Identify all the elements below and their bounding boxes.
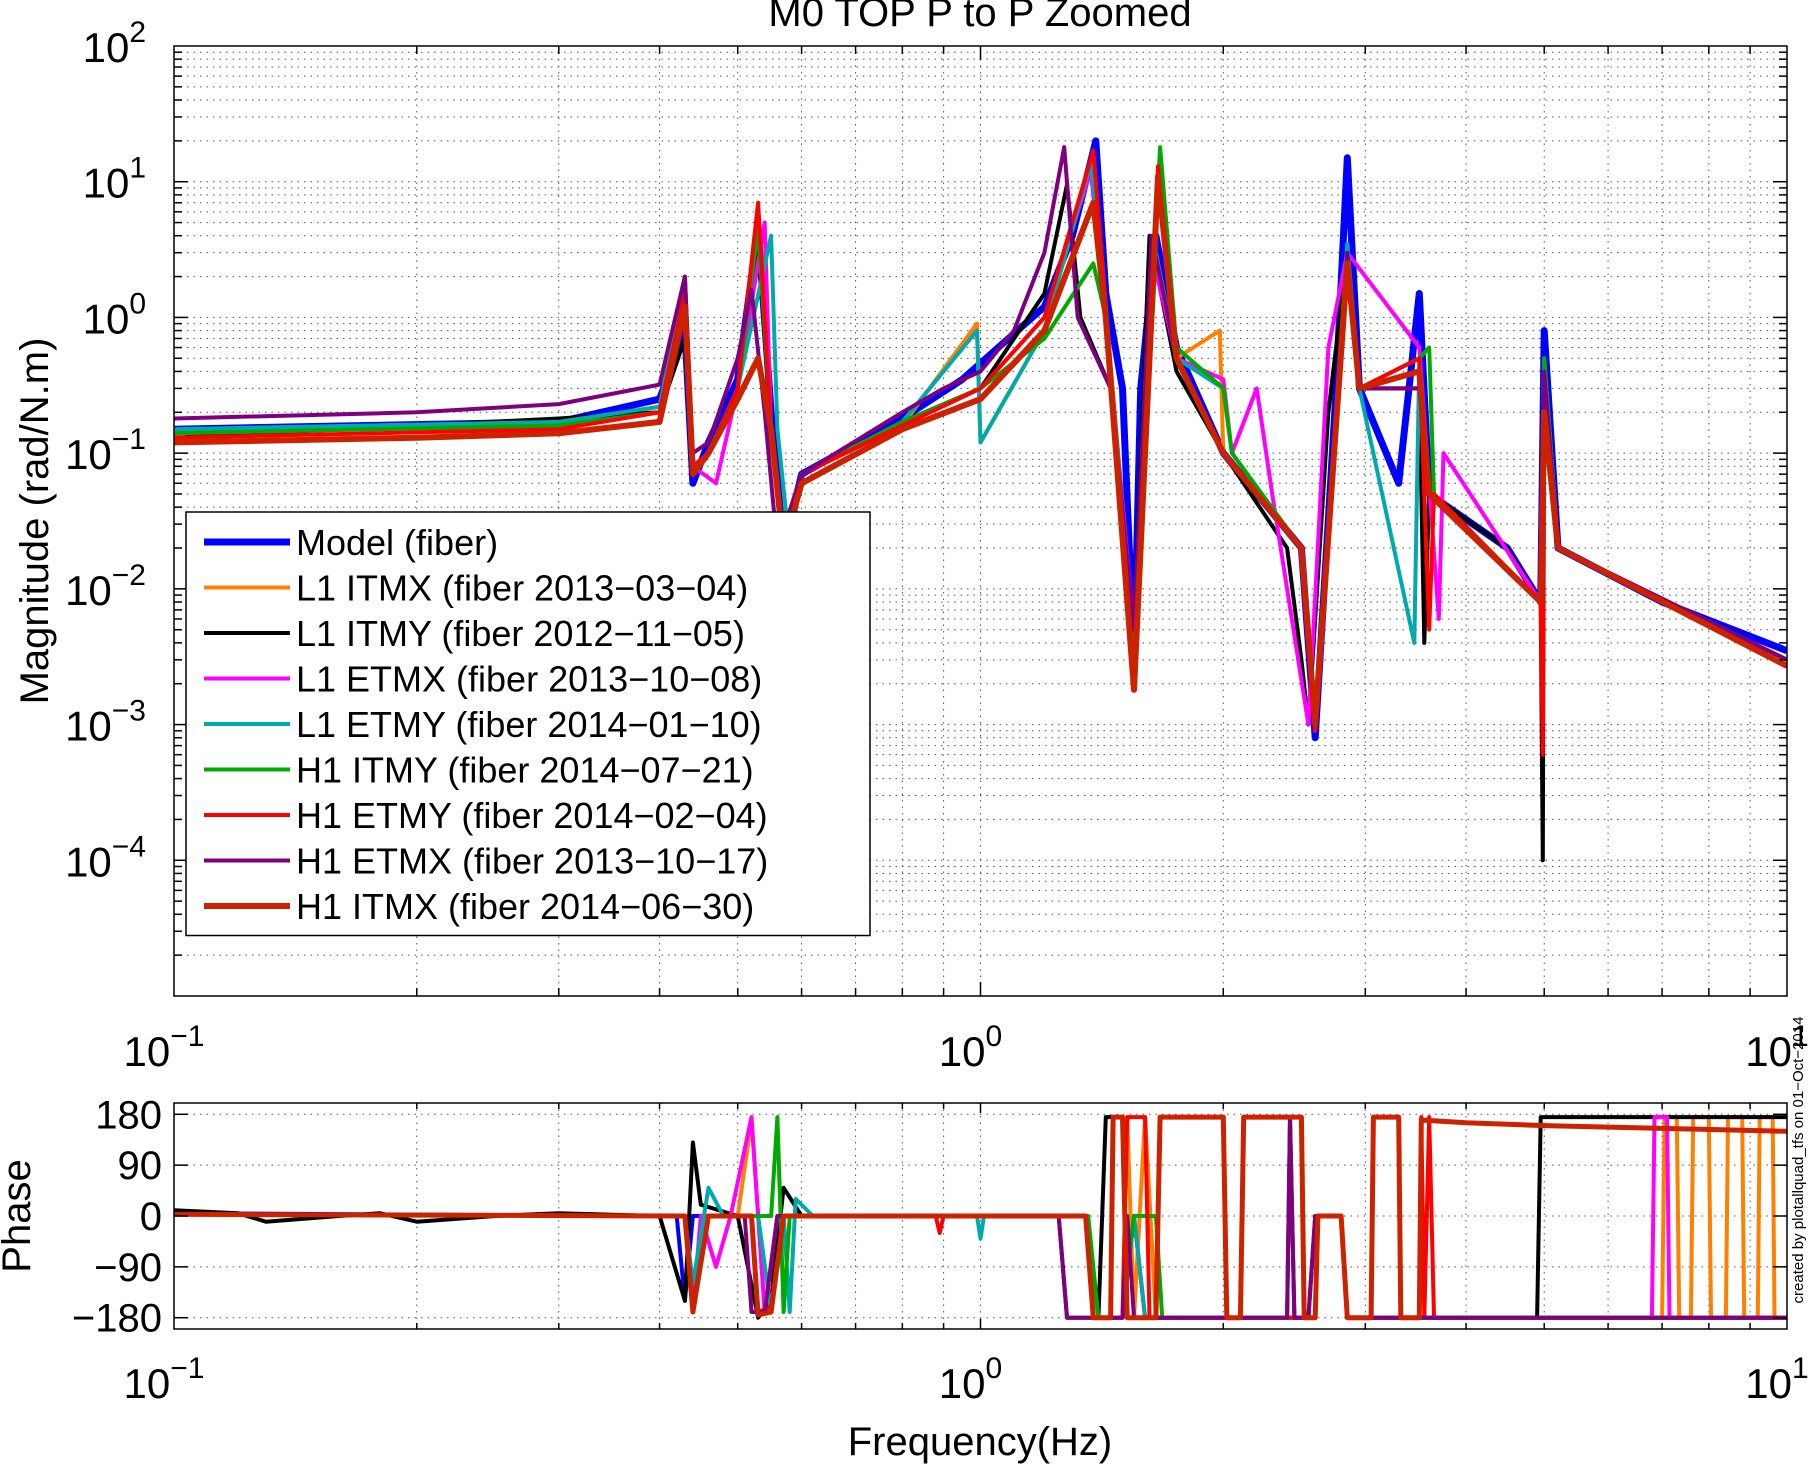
phase-y-tick-label: 90	[118, 1144, 163, 1188]
phase-y-axis-label: Phase	[0, 1159, 39, 1272]
magnitude-y-tick-label: 10−4	[65, 830, 146, 885]
magnitude-tick-marks	[174, 46, 1787, 996]
phase-y-tick-label: −180	[72, 1297, 162, 1341]
magnitude-y-axis-label: Magnitude (rad/N.m)	[13, 338, 57, 705]
magnitude-x-tick-label: 100	[939, 1020, 1002, 1075]
phase-y-tick-labels: 180 90 0 −90 −180	[72, 1093, 162, 1340]
phase-axes: 180 90 0 −90 −180 10−1 100 101 Phase Frequency…	[0, 1093, 1809, 1464]
magnitude-y-tick-label: 102	[83, 16, 146, 71]
phase-series-group	[174, 1114, 1787, 1321]
legend-label: H1 ITMY (fiber 2014−07−21)	[296, 750, 754, 791]
magnitude-series-line	[174, 145, 1787, 727]
legend-label: L1 ETMX (fiber 2013−10−08)	[296, 659, 762, 700]
legend-box	[185, 511, 871, 937]
magnitude-series-line	[174, 173, 1787, 728]
magnitude-y-tick-label: 101	[83, 152, 146, 207]
magnitude-axes: 10−4 10−3 10−2 10−1 100 101 102 10−1 100 101 M0 …	[13, 0, 1809, 1075]
phase-tick-marks	[174, 1103, 1787, 1329]
legend: Model (fiber)L1 ITMX (fiber 2013−03−04)L…	[185, 511, 871, 937]
legend-label: L1 ITMY (fiber 2012−11−05)	[296, 613, 745, 654]
phase-x-tick-label: 10−1	[124, 1352, 205, 1407]
phase-y-tick-label: 180	[95, 1093, 162, 1137]
magnitude-x-tick-label: 10−1	[124, 1020, 205, 1075]
legend-label: H1 ETMX (fiber 2013−10−17)	[296, 841, 768, 882]
phase-series-line	[174, 1114, 1787, 1321]
magnitude-y-tick-label: 100	[83, 287, 146, 342]
phase-x-tick-labels: 10−1 100 101	[124, 1352, 1809, 1407]
phase-y-tick-label: 0	[140, 1195, 162, 1239]
chart-title: M0 TOP P to P Zoomed	[768, 0, 1191, 35]
legend-label: L1 ITMX (fiber 2013−03−04)	[296, 568, 748, 609]
legend-label: L1 ETMY (fiber 2014−01−10)	[296, 704, 762, 745]
phase-x-tick-label: 101	[1745, 1352, 1808, 1407]
x-axis-label: Frequency(Hz)	[848, 1420, 1113, 1464]
magnitude-x-tick-label: 101	[1745, 1020, 1808, 1075]
phase-x-tick-label: 100	[939, 1352, 1002, 1407]
legend-label: Model (fiber)	[296, 522, 498, 563]
creation-watermark: created by plotallquad_tfs on 01−Oct−201…	[1790, 1017, 1807, 1304]
magnitude-x-tick-labels: 10−1 100 101	[124, 1020, 1809, 1075]
magnitude-y-tick-labels: 10−4 10−3 10−2 10−1 100 101 102	[65, 16, 146, 885]
phase-y-tick-label: −90	[94, 1246, 162, 1290]
magnitude-series-group	[174, 137, 1787, 863]
magnitude-y-tick-label: 10−3	[65, 695, 146, 750]
magnitude-y-tick-label: 10−2	[65, 559, 146, 614]
magnitude-y-tick-label: 10−1	[65, 423, 146, 478]
legend-label: H1 ITMX (fiber 2014−06−30)	[296, 886, 754, 927]
legend-label: H1 ETMY (fiber 2014−02−04)	[296, 795, 768, 836]
